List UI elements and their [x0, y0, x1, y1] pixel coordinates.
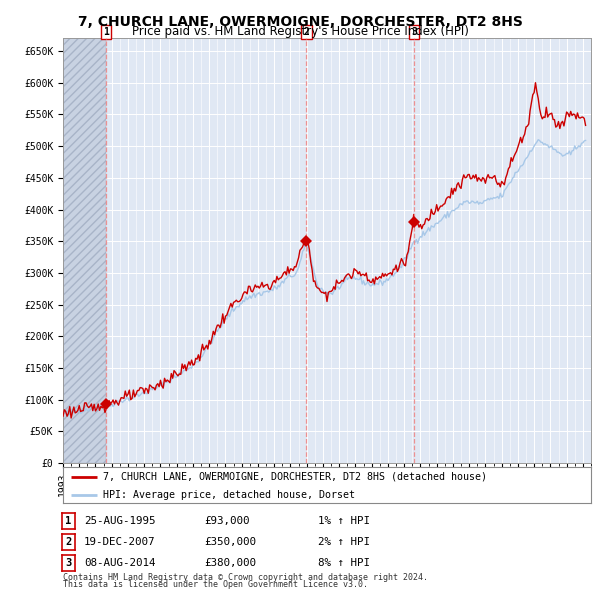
- Text: £380,000: £380,000: [204, 558, 256, 568]
- Text: 3: 3: [411, 27, 417, 37]
- Text: 7, CHURCH LANE, OWERMOIGNE, DORCHESTER, DT2 8HS: 7, CHURCH LANE, OWERMOIGNE, DORCHESTER, …: [77, 15, 523, 30]
- Text: 2% ↑ HPI: 2% ↑ HPI: [318, 537, 370, 547]
- Text: 1: 1: [65, 516, 71, 526]
- Text: £93,000: £93,000: [204, 516, 250, 526]
- Text: 1: 1: [103, 27, 109, 37]
- Text: 25-AUG-1995: 25-AUG-1995: [84, 516, 155, 526]
- Text: 2: 2: [303, 27, 309, 37]
- Text: HPI: Average price, detached house, Dorset: HPI: Average price, detached house, Dors…: [103, 490, 355, 500]
- Bar: [63, 38, 106, 463]
- Text: 7, CHURCH LANE, OWERMOIGNE, DORCHESTER, DT2 8HS (detached house): 7, CHURCH LANE, OWERMOIGNE, DORCHESTER, …: [103, 472, 487, 482]
- Text: 08-AUG-2014: 08-AUG-2014: [84, 558, 155, 568]
- Text: 8% ↑ HPI: 8% ↑ HPI: [318, 558, 370, 568]
- Text: £350,000: £350,000: [204, 537, 256, 547]
- Text: 2: 2: [65, 537, 71, 547]
- Text: 3: 3: [65, 558, 71, 568]
- Text: 19-DEC-2007: 19-DEC-2007: [84, 537, 155, 547]
- Text: 1% ↑ HPI: 1% ↑ HPI: [318, 516, 370, 526]
- Text: Contains HM Land Registry data © Crown copyright and database right 2024.: Contains HM Land Registry data © Crown c…: [63, 573, 428, 582]
- Text: Price paid vs. HM Land Registry's House Price Index (HPI): Price paid vs. HM Land Registry's House …: [131, 25, 469, 38]
- Text: This data is licensed under the Open Government Licence v3.0.: This data is licensed under the Open Gov…: [63, 580, 368, 589]
